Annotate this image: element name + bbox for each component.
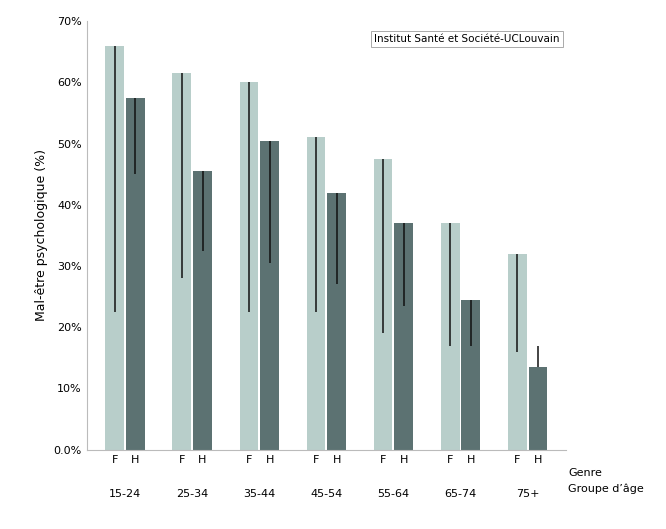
Text: Groupe d’âge: Groupe d’âge xyxy=(569,484,644,494)
Bar xyxy=(441,223,460,450)
Bar xyxy=(529,367,547,450)
Bar xyxy=(260,141,279,450)
Bar xyxy=(126,98,145,450)
Bar xyxy=(172,73,191,450)
Bar xyxy=(462,299,480,450)
Text: Institut Santé et Société-UCLouvain: Institut Santé et Société-UCLouvain xyxy=(374,34,560,44)
Text: 15-24: 15-24 xyxy=(109,489,141,499)
Bar xyxy=(193,171,212,450)
Text: 25-34: 25-34 xyxy=(176,489,208,499)
Text: 75+: 75+ xyxy=(516,489,539,499)
Bar xyxy=(240,83,258,450)
Text: Genre: Genre xyxy=(569,468,602,478)
Bar xyxy=(327,193,346,450)
Bar xyxy=(508,254,527,450)
Bar xyxy=(105,45,124,450)
Text: 65-74: 65-74 xyxy=(444,489,477,499)
Text: 35-44: 35-44 xyxy=(243,489,275,499)
Y-axis label: Mal-être psychologique (%): Mal-être psychologique (%) xyxy=(35,149,48,322)
Bar xyxy=(374,159,392,450)
Bar xyxy=(394,223,413,450)
Text: 45-54: 45-54 xyxy=(310,489,342,499)
Bar xyxy=(306,138,326,450)
Text: 55-64: 55-64 xyxy=(378,489,410,499)
